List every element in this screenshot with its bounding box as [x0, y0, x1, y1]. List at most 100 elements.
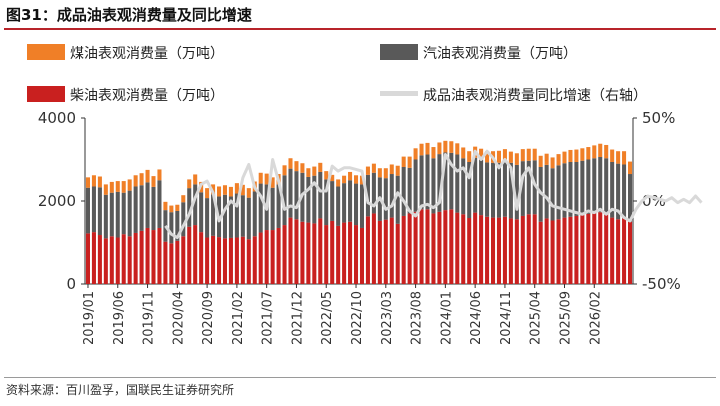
diesel-bar — [187, 226, 192, 284]
kerosene-bar — [461, 147, 466, 159]
kerosene-bar — [496, 150, 501, 163]
diesel-bar — [562, 217, 567, 284]
diesel-bar — [121, 234, 126, 284]
diesel-bar — [115, 237, 120, 284]
diesel-bar — [401, 215, 406, 284]
source-note: 资料来源：百川盈孚，国联民生证券研究所 — [6, 383, 235, 397]
kerosene-bar — [348, 171, 353, 181]
kerosene-bar — [610, 149, 615, 162]
gasoline-bar — [401, 166, 406, 216]
gasoline-bar — [145, 182, 150, 228]
kerosene-bar — [115, 181, 120, 192]
kerosene-bar — [217, 186, 222, 197]
gasoline-bar — [205, 198, 210, 238]
kerosene-bar — [294, 161, 299, 172]
diesel-bar — [306, 222, 311, 284]
diesel-bar — [264, 230, 269, 284]
gasoline-bar — [228, 196, 233, 238]
diesel-bar — [407, 213, 412, 284]
kerosene-bar — [574, 149, 579, 162]
gasoline-bar — [479, 159, 484, 216]
diesel-bar — [211, 235, 216, 284]
gasoline-bar — [157, 180, 162, 228]
diesel-bar — [348, 221, 353, 284]
x-tick-label: 2019/06 — [112, 291, 127, 345]
x-tick-label: 2020/04 — [171, 291, 186, 345]
kerosene-bar — [365, 166, 370, 175]
diesel-bar — [461, 214, 466, 284]
diesel-bar — [556, 219, 561, 284]
gasoline-bar — [514, 164, 519, 220]
x-tick-label: 2021/07 — [261, 291, 276, 345]
gasoline-bar — [407, 167, 412, 214]
diesel-bar — [85, 233, 90, 284]
kerosene-bar — [395, 165, 400, 176]
x-tick-label: 2025/09 — [559, 291, 574, 345]
diesel-bar — [336, 225, 341, 284]
bar-series — [85, 140, 633, 285]
diesel-bar — [538, 221, 543, 284]
diesel-bar — [97, 235, 102, 284]
right-axis-ticks: -50%0%50% — [633, 109, 681, 293]
kerosene-bar — [407, 156, 412, 168]
left-tick-label: 0 — [66, 275, 76, 293]
diesel-bar — [425, 209, 430, 284]
gasoline-bar — [246, 197, 251, 240]
gasoline-bar — [467, 161, 472, 219]
kerosene-bar — [324, 171, 329, 180]
gasoline-bar — [473, 157, 478, 213]
kerosene-bar — [568, 149, 573, 162]
gasoline-bar — [109, 192, 114, 237]
kerosene-bar — [306, 168, 311, 177]
gasoline-bar — [252, 191, 257, 237]
kerosene-bar — [413, 148, 418, 160]
title-underline — [4, 28, 716, 30]
kerosene-bar — [467, 151, 472, 162]
gasoline-bar — [151, 186, 156, 231]
kerosene-bar — [85, 177, 90, 188]
diesel-bar — [270, 230, 275, 284]
kerosene-bar — [121, 181, 126, 193]
gasoline-bar — [127, 190, 132, 237]
diesel-bar — [181, 236, 186, 284]
gasoline-bar — [455, 154, 460, 213]
kerosene-bar — [479, 148, 484, 160]
gasoline-bar — [562, 163, 567, 218]
gasoline-bar — [598, 157, 603, 213]
gasoline-bar — [324, 179, 329, 226]
kerosene-bar — [592, 145, 597, 159]
kerosene-bar — [532, 148, 537, 161]
diesel-bar — [580, 215, 585, 284]
diesel-bar — [103, 238, 108, 284]
gasoline-bar — [502, 161, 507, 217]
kerosene-bar — [258, 172, 263, 184]
x-tick-label: 2024/06 — [469, 291, 484, 345]
gasoline-bar — [342, 183, 347, 223]
gasoline-bar — [628, 174, 633, 222]
x-tick-label: 2024/01 — [439, 291, 454, 345]
left-tick-label: 4000 — [38, 109, 76, 127]
gasoline-bar — [139, 185, 144, 231]
diesel-bar — [139, 230, 144, 284]
diesel-bar — [592, 213, 597, 284]
gasoline-bar — [312, 175, 317, 224]
gasoline-bar — [199, 192, 204, 233]
kerosene-bar — [401, 156, 406, 167]
kerosene-bar — [520, 149, 525, 162]
gasoline-bar — [496, 162, 501, 218]
legend-yoy-label: 成品油表观消费量同比增速（右轴） — [423, 88, 647, 104]
kerosene-bar — [300, 163, 305, 173]
kerosene-bar — [157, 169, 162, 181]
diesel-bar — [205, 237, 210, 284]
diesel-bar — [371, 213, 376, 284]
diesel-bar — [324, 225, 329, 284]
kerosene-bar — [169, 205, 174, 213]
gasoline-bar — [348, 180, 353, 222]
kerosene-bar — [514, 153, 519, 165]
gasoline-bar — [425, 154, 430, 210]
gasoline-bar — [592, 158, 597, 214]
diesel-bar — [443, 210, 448, 284]
gasoline-bar — [85, 187, 90, 234]
kerosene-bar — [318, 162, 323, 172]
gasoline-bar — [133, 186, 138, 233]
